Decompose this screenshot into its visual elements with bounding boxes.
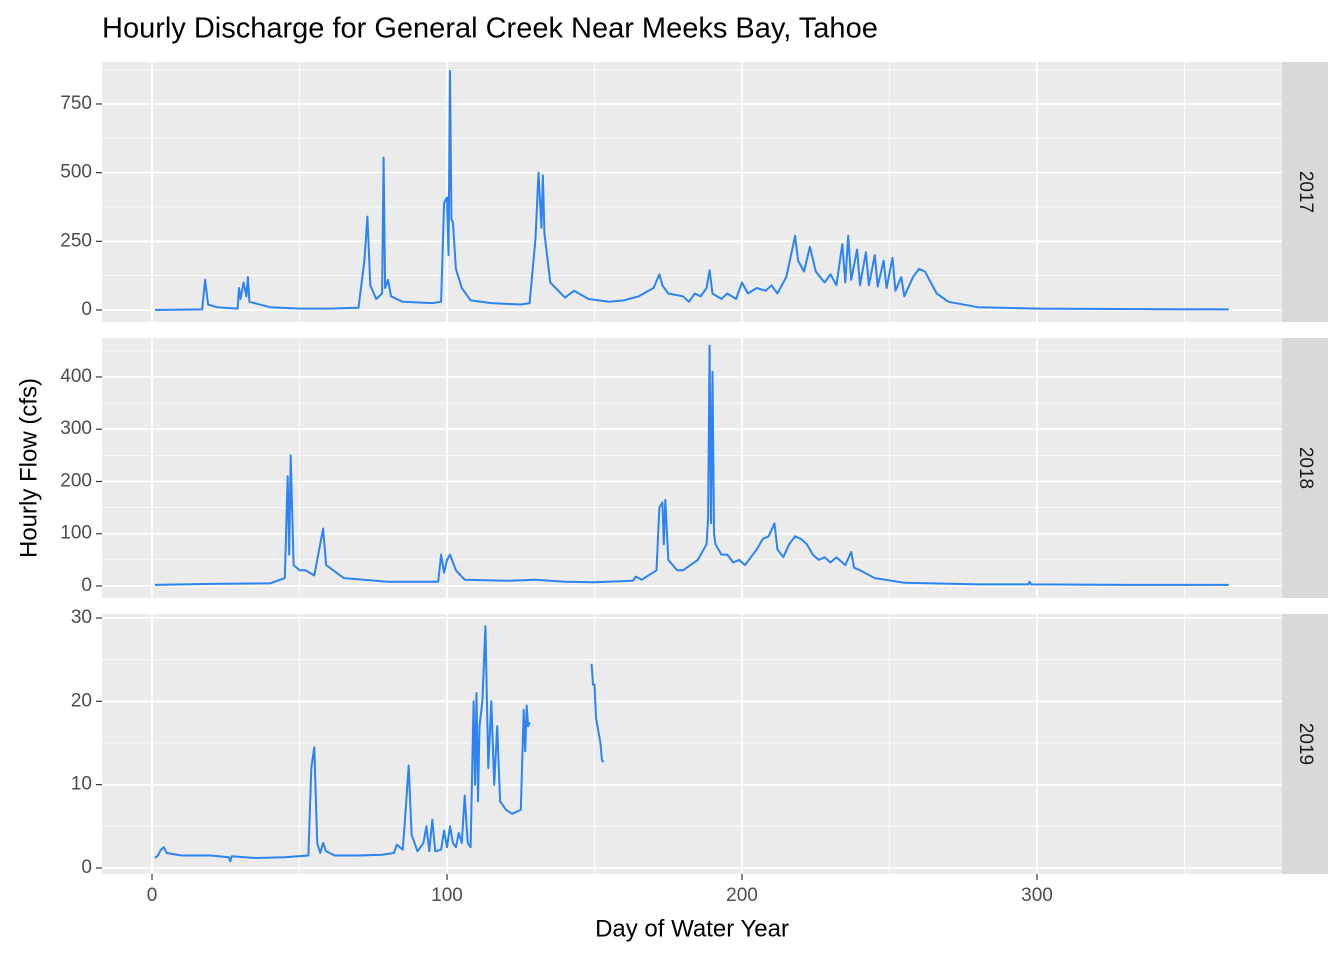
x-tick-label: 300	[1021, 885, 1053, 906]
x-tick-label: 100	[431, 885, 463, 906]
y-axis-label: Hourly Flow (cfs)	[15, 378, 42, 558]
flow-line	[154, 625, 605, 863]
y-tick-label: 400	[60, 366, 92, 387]
panel-background	[102, 614, 1282, 874]
y-tick-label: 200	[60, 470, 92, 491]
facet-label: 2019	[1295, 723, 1316, 765]
flow-line	[154, 70, 1229, 311]
y-tick-label: 30	[71, 607, 92, 628]
y-tick-label: 500	[60, 162, 92, 183]
y-tick-label: 0	[81, 857, 92, 878]
y-tick-label: 0	[81, 575, 92, 596]
facet-strip	[1282, 338, 1328, 598]
y-tick-label: 0	[81, 299, 92, 320]
chart-title: Hourly Discharge for General Creek Near …	[102, 13, 878, 45]
facet-strip	[1282, 62, 1328, 322]
facet-label: 2018	[1295, 447, 1316, 489]
facet-label: 2017	[1295, 171, 1316, 213]
panel-background	[102, 338, 1282, 598]
y-tick-label: 300	[60, 418, 92, 439]
facet-strip	[1282, 614, 1328, 874]
y-tick-label: 750	[60, 93, 92, 114]
y-tick-label: 20	[71, 690, 92, 711]
y-tick-label: 100	[60, 523, 92, 544]
y-tick-label: 250	[60, 230, 92, 251]
x-axis-label: Day of Water Year	[595, 915, 789, 942]
y-tick-label: 10	[71, 774, 92, 795]
x-tick-label: 0	[147, 885, 158, 906]
panel-background	[102, 62, 1282, 322]
x-tick-label: 200	[726, 885, 758, 906]
flow-line	[154, 344, 1229, 586]
